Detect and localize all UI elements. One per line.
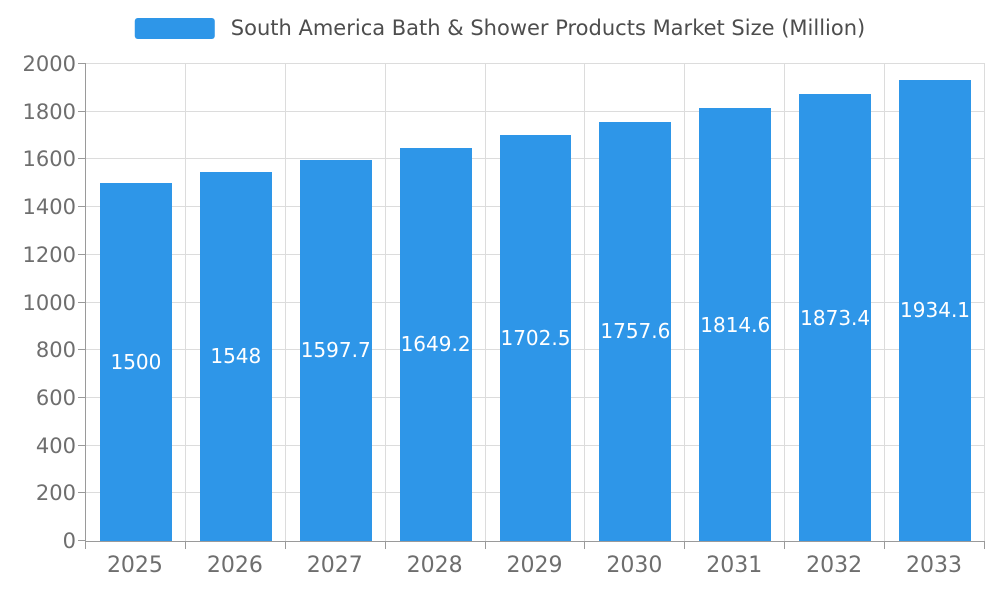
y-axis: 0 200 400 600 800 1000 1200 1400 1600 1800 2000 bbox=[0, 52, 76, 553]
y-axis-tick-label: 2000 bbox=[22, 52, 76, 76]
bar-column: 1934.1 bbox=[885, 64, 985, 541]
legend-color-swatch[interactable] bbox=[134, 17, 215, 39]
x-axis-tick bbox=[784, 541, 786, 549]
y-axis-tick bbox=[78, 444, 86, 446]
bar: 1548 bbox=[199, 171, 272, 541]
y-axis-tick-label: 0 bbox=[62, 529, 76, 553]
x-grid-line bbox=[684, 64, 686, 541]
y-axis-tick bbox=[78, 206, 86, 208]
bar: 1702.5 bbox=[499, 134, 572, 541]
bar: 1757.6 bbox=[599, 121, 672, 541]
bar-value-label: 1597.7 bbox=[300, 338, 371, 363]
x-grid-line bbox=[584, 64, 586, 541]
y-axis-tick bbox=[78, 492, 86, 494]
y-axis-tick bbox=[78, 540, 86, 541]
bar: 1873.4 bbox=[799, 94, 872, 541]
x-axis-tick bbox=[284, 541, 286, 549]
x-axis-tick-label: 2029 bbox=[506, 553, 563, 578]
x-grid-line bbox=[284, 64, 286, 541]
bar-value-label: 1873.4 bbox=[800, 305, 871, 330]
y-axis-tick-label: 600 bbox=[35, 385, 76, 410]
y-axis-tick bbox=[78, 63, 86, 64]
x-axis-tick bbox=[984, 541, 985, 549]
chart-legend[interactable]: South America Bath & Shower Products Mar… bbox=[134, 16, 866, 40]
y-axis-tick bbox=[78, 301, 86, 303]
x-axis-tick bbox=[584, 541, 586, 549]
y-axis-tick-label: 200 bbox=[35, 481, 76, 506]
x-grid-line bbox=[384, 64, 386, 541]
bar-column: 1702.5 bbox=[486, 64, 586, 541]
bar: 1500 bbox=[99, 183, 172, 541]
x-grid-line bbox=[984, 64, 985, 541]
y-axis-tick bbox=[78, 349, 86, 351]
bar-value-label: 1649.2 bbox=[400, 332, 471, 357]
x-axis-tick bbox=[484, 541, 486, 549]
y-axis-tick-label: 1200 bbox=[22, 242, 76, 267]
x-axis: 2025 2026 2027 2028 2029 2030 2031 2032 2033 bbox=[85, 553, 984, 587]
bar-column: 1649.2 bbox=[386, 64, 486, 541]
bar-value-label: 1934.1 bbox=[900, 298, 971, 323]
x-axis-tick-label: 2027 bbox=[306, 553, 363, 578]
x-grid-line bbox=[184, 64, 186, 541]
bar: 1649.2 bbox=[399, 147, 472, 541]
chart-title: South America Bath & Shower Products Mar… bbox=[230, 16, 866, 40]
y-axis-tick-label: 1000 bbox=[22, 290, 76, 315]
bar-column: 1873.4 bbox=[785, 64, 885, 541]
y-grid-line bbox=[86, 110, 985, 112]
bar-value-label: 1702.5 bbox=[500, 325, 571, 350]
x-axis-tick bbox=[884, 541, 886, 549]
y-axis-tick-label: 1800 bbox=[22, 99, 76, 124]
x-axis-tick-label: 2026 bbox=[206, 553, 263, 578]
bar: 1597.7 bbox=[299, 159, 372, 541]
y-axis-tick bbox=[78, 396, 86, 398]
y-axis-tick-label: 1400 bbox=[22, 195, 76, 220]
x-grid-line bbox=[484, 64, 486, 541]
y-axis-tick bbox=[78, 158, 86, 160]
x-axis-tick-label: 2030 bbox=[606, 553, 663, 578]
x-axis-tick bbox=[184, 541, 186, 549]
bar-column: 1500 bbox=[86, 64, 186, 541]
bar-column: 1597.7 bbox=[286, 64, 386, 541]
bar-column: 1757.6 bbox=[585, 64, 685, 541]
bar-column: 1814.6 bbox=[685, 64, 785, 541]
x-axis-tick-label: 2025 bbox=[106, 553, 163, 578]
x-axis-tick-label: 2031 bbox=[706, 553, 763, 578]
bar-column: 1548 bbox=[186, 64, 286, 541]
bar-value-label: 1548 bbox=[210, 344, 262, 369]
x-axis-tick-label: 2032 bbox=[806, 553, 863, 578]
y-grid-line bbox=[86, 63, 985, 64]
x-axis-tick-label: 2033 bbox=[906, 553, 963, 578]
x-axis-tick bbox=[684, 541, 686, 549]
bar: 1934.1 bbox=[899, 79, 971, 541]
x-axis-tick bbox=[384, 541, 386, 549]
x-grid-line bbox=[884, 64, 886, 541]
x-axis-tick bbox=[85, 541, 86, 549]
plot-area: 1500 1548 1597.7 1649.2 1702.5 1757.6 1814.6 18… bbox=[78, 63, 985, 549]
bar-value-label: 1500 bbox=[110, 350, 162, 375]
bar-value-label: 1757.6 bbox=[600, 319, 671, 344]
y-axis-tick-label: 800 bbox=[35, 338, 76, 363]
bar-value-label: 1814.6 bbox=[700, 312, 771, 337]
y-axis-tick-label: 400 bbox=[35, 433, 76, 458]
bar: 1814.6 bbox=[699, 108, 772, 541]
y-axis-tick bbox=[78, 253, 86, 255]
y-axis-tick bbox=[78, 110, 86, 112]
x-grid-line bbox=[784, 64, 786, 541]
x-axis-tick-label: 2028 bbox=[406, 553, 463, 578]
y-axis-tick-label: 1600 bbox=[22, 147, 76, 172]
